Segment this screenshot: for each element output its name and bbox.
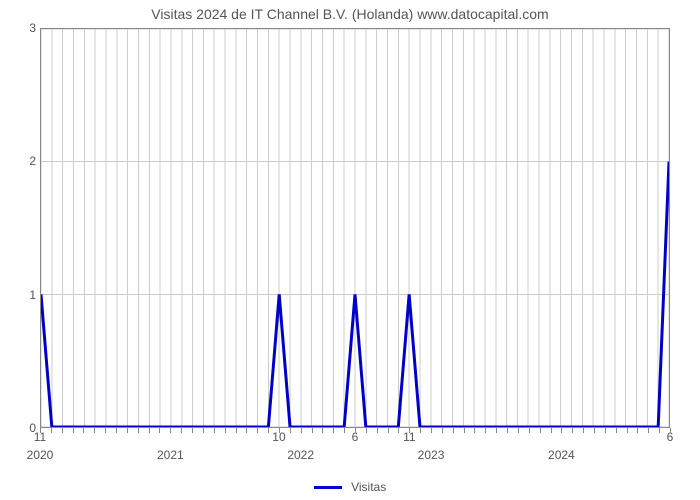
x-minor-tick bbox=[388, 428, 389, 433]
x-minor-tick bbox=[442, 428, 443, 433]
x-minor-tick bbox=[127, 428, 128, 433]
y-tick-label: 1 bbox=[6, 288, 36, 302]
x-minor-tick bbox=[420, 428, 421, 433]
x-minor-tick bbox=[485, 428, 486, 433]
x-minor-tick bbox=[409, 428, 410, 433]
x-minor-tick bbox=[236, 428, 237, 433]
x-minor-tick bbox=[149, 428, 150, 433]
x-minor-tick bbox=[333, 428, 334, 433]
x-tick-label: 2021 bbox=[157, 448, 184, 462]
x-minor-tick bbox=[377, 428, 378, 433]
x-minor-tick bbox=[496, 428, 497, 433]
x-minor-tick bbox=[572, 428, 573, 433]
x-minor-tick bbox=[170, 428, 171, 433]
x-minor-tick bbox=[301, 428, 302, 433]
x-minor-tick bbox=[290, 428, 291, 433]
x-minor-tick bbox=[398, 428, 399, 433]
x-minor-tick bbox=[507, 428, 508, 433]
x-minor-tick bbox=[62, 428, 63, 433]
x-minor-tick bbox=[431, 428, 432, 433]
x-minor-tick bbox=[637, 428, 638, 433]
x-tick-label: 2022 bbox=[287, 448, 314, 462]
x-minor-tick bbox=[312, 428, 313, 433]
x-minor-tick bbox=[83, 428, 84, 433]
x-minor-tick bbox=[551, 428, 552, 433]
x-tick-label: 2024 bbox=[548, 448, 575, 462]
x-minor-tick bbox=[670, 428, 671, 433]
legend: Visitas bbox=[0, 480, 700, 494]
y-tick-label: 3 bbox=[6, 21, 36, 35]
x-minor-tick bbox=[344, 428, 345, 433]
x-minor-tick bbox=[94, 428, 95, 433]
x-minor-tick bbox=[659, 428, 660, 433]
x-minor-tick bbox=[529, 428, 530, 433]
y-tick-label: 0 bbox=[6, 421, 36, 435]
x-minor-tick bbox=[474, 428, 475, 433]
x-minor-tick bbox=[73, 428, 74, 433]
x-minor-tick bbox=[594, 428, 595, 433]
x-minor-tick bbox=[627, 428, 628, 433]
plot-area bbox=[40, 28, 670, 428]
x-minor-tick bbox=[138, 428, 139, 433]
x-minor-tick bbox=[159, 428, 160, 433]
legend-swatch bbox=[314, 486, 342, 489]
chart-title: Visitas 2024 de IT Channel B.V. (Holanda… bbox=[0, 6, 700, 22]
plot-svg bbox=[41, 29, 669, 427]
x-minor-tick bbox=[355, 428, 356, 433]
x-minor-tick bbox=[648, 428, 649, 433]
x-minor-tick bbox=[40, 428, 41, 433]
x-minor-tick bbox=[214, 428, 215, 433]
x-minor-tick bbox=[246, 428, 247, 433]
x-tick-label: 2023 bbox=[418, 448, 445, 462]
x-minor-tick bbox=[181, 428, 182, 433]
x-minor-tick bbox=[464, 428, 465, 433]
x-minor-tick bbox=[583, 428, 584, 433]
x-tick-label: 2020 bbox=[27, 448, 54, 462]
x-minor-tick bbox=[279, 428, 280, 433]
x-minor-tick bbox=[561, 428, 562, 433]
x-minor-tick bbox=[203, 428, 204, 433]
x-minor-tick bbox=[192, 428, 193, 433]
chart-container: Visitas 2024 de IT Channel B.V. (Holanda… bbox=[0, 0, 700, 500]
x-minor-tick bbox=[540, 428, 541, 433]
x-minor-tick bbox=[322, 428, 323, 433]
x-minor-tick bbox=[518, 428, 519, 433]
legend-label: Visitas bbox=[351, 480, 386, 494]
x-minor-tick bbox=[605, 428, 606, 433]
x-minor-tick bbox=[51, 428, 52, 433]
x-minor-tick bbox=[105, 428, 106, 433]
x-minor-tick bbox=[453, 428, 454, 433]
x-minor-tick bbox=[225, 428, 226, 433]
y-tick-label: 2 bbox=[6, 154, 36, 168]
x-minor-tick bbox=[366, 428, 367, 433]
x-minor-tick bbox=[257, 428, 258, 433]
x-minor-tick bbox=[268, 428, 269, 433]
x-minor-tick bbox=[116, 428, 117, 433]
x-minor-tick bbox=[616, 428, 617, 433]
